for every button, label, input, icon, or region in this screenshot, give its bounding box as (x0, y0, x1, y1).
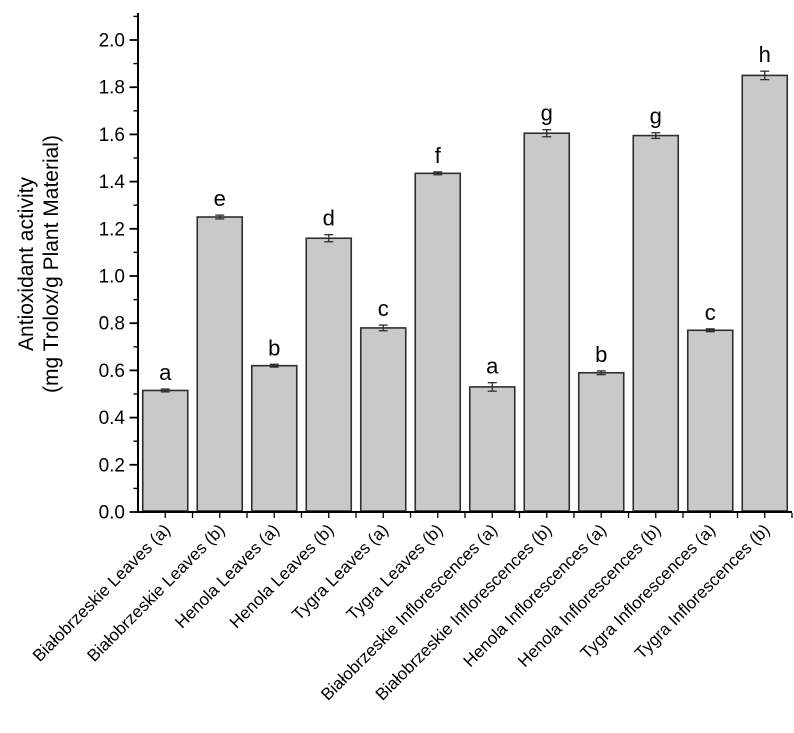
y-axis-tick-label: 0.0 (99, 503, 125, 524)
x-axis-category-label: Henola Leaves (a) (171, 520, 283, 632)
x-axis-category-label: Tygra Leaves (b) (343, 520, 447, 624)
y-axis-tick-label: 0.8 (99, 314, 125, 335)
significance-letter: g (541, 101, 553, 126)
significance-letter: h (759, 42, 771, 67)
y-axis-title-line2: (mg Trolox/g Plant Material) (40, 135, 63, 393)
significance-letter: b (595, 342, 607, 367)
bar-h-11 (741, 74, 789, 512)
significance-letter: a (159, 360, 172, 385)
plot-area: 0.00.20.40.60.81.01.21.41.61.82.0aBiałob… (29, 13, 793, 704)
significance-letter: g (650, 104, 662, 129)
significance-letter: c (705, 300, 716, 325)
bar-c-10 (686, 329, 734, 512)
bar-b-2 (250, 364, 298, 512)
bar-d-3 (305, 237, 353, 512)
bar-b-8 (577, 371, 625, 512)
bar-g-9 (632, 134, 680, 512)
bar-c-4 (359, 327, 407, 512)
x-axis-category-label: Tygra Leaves (a) (288, 520, 392, 624)
x-axis-category-label: Henola Leaves (b) (226, 520, 338, 632)
bar-e-1 (196, 216, 244, 512)
significance-letter: d (323, 206, 335, 231)
significance-letter: f (435, 143, 442, 168)
significance-letter: c (378, 296, 389, 321)
significance-letter: a (486, 354, 499, 379)
bar-g-7 (523, 132, 571, 512)
y-axis-tick-label: 0.2 (99, 455, 125, 476)
y-axis-tick-label: 0.6 (99, 361, 125, 382)
y-axis-tick-label: 1.4 (99, 172, 126, 193)
bar-f-5 (414, 172, 462, 512)
y-axis-title-line1: Antioxidant activity (15, 177, 38, 351)
y-axis-tick-label: 1.8 (99, 78, 125, 99)
bar-a-6 (468, 386, 516, 512)
bar-a-0 (141, 389, 189, 512)
y-axis-tick-label: 2.0 (99, 31, 125, 52)
y-axis-tick-label: 1.6 (99, 125, 125, 146)
y-axis-tick-label: 0.4 (99, 408, 126, 429)
y-axis-tick-label: 1.2 (99, 219, 125, 240)
y-axis-tick-label: 1.0 (99, 267, 125, 288)
significance-letter: b (268, 335, 280, 360)
significance-letter: e (214, 186, 226, 211)
